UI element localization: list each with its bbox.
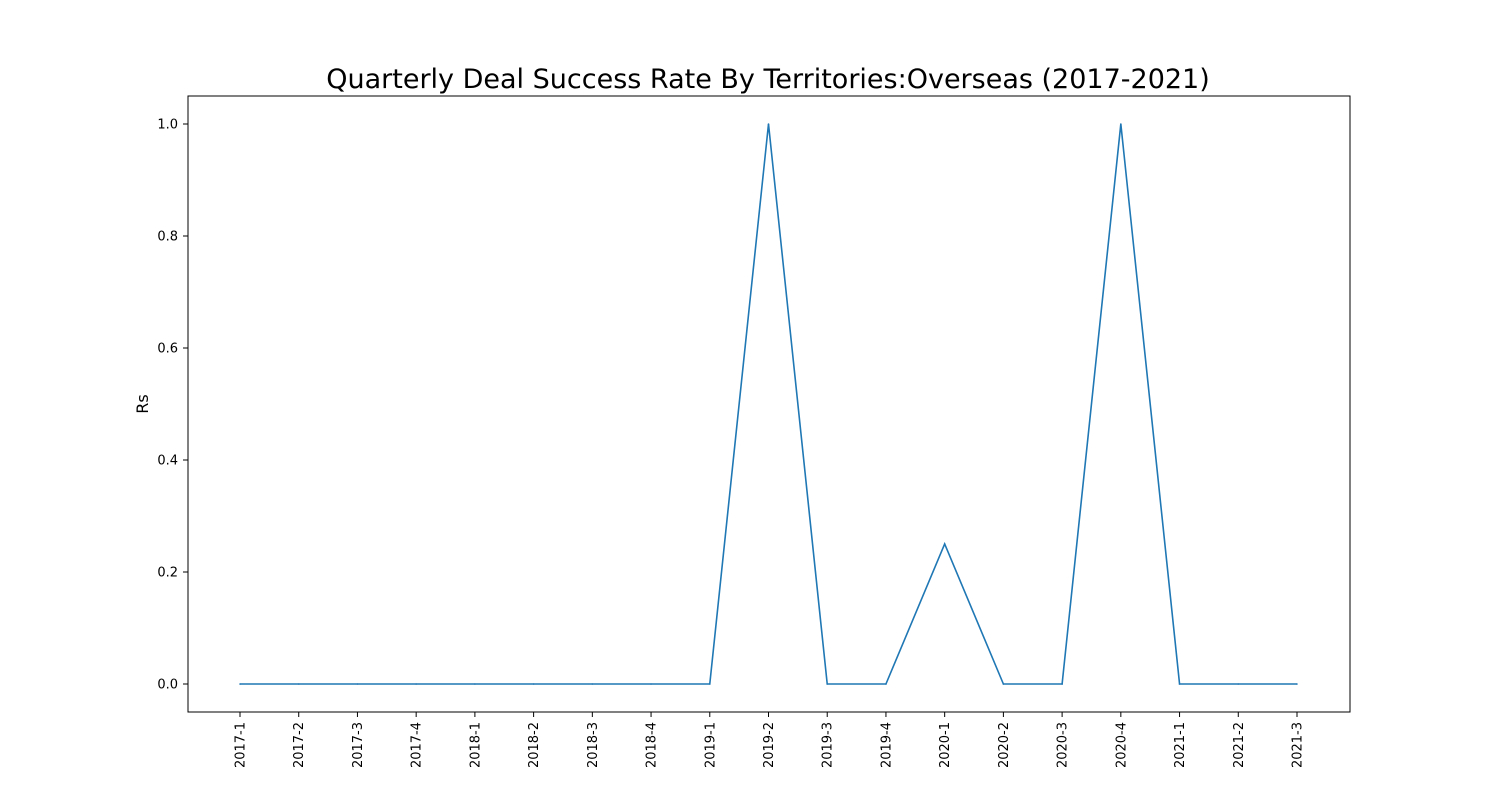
data-point: [1296, 683, 1298, 685]
chart-title: Quarterly Deal Success Rate By Territori…: [326, 64, 1210, 95]
y-tick-label: 0.0: [157, 678, 178, 693]
series-layer: [239, 123, 1298, 685]
data-point: [767, 123, 770, 125]
y-axis: 0.0 0.2 0.4 0.6 0.8 1.0: [157, 118, 188, 693]
y-tick-label: 0.4: [157, 454, 178, 469]
x-tick-label: 2021-2: [1232, 722, 1247, 768]
data-point: [885, 683, 887, 685]
x-tick-label: 2019-2: [762, 722, 777, 768]
x-tick-label: 2020-2: [997, 722, 1012, 768]
x-tick-label: 2017-1: [234, 722, 249, 768]
y-tick-label: 0.8: [157, 230, 178, 245]
x-tick-label: 2020-3: [1056, 722, 1071, 768]
data-point: [239, 683, 241, 685]
data-point: [297, 683, 300, 685]
y-tick-label: 0.6: [157, 342, 178, 357]
x-tick-label: 2018-3: [586, 722, 601, 768]
series-line: [240, 123, 1297, 685]
x-tick-label: 2019-4: [879, 722, 894, 768]
data-point: [415, 683, 417, 685]
data-point: [1061, 683, 1063, 685]
x-tick-label: 2019-3: [821, 722, 836, 768]
y-axis-label: Rs: [133, 394, 152, 413]
x-tick-label: 2019-1: [703, 722, 718, 768]
data-point: [474, 683, 476, 685]
data-point: [826, 683, 829, 685]
data-point: [1002, 683, 1005, 685]
data-point: [650, 683, 652, 685]
x-tick-label: 2017-2: [292, 722, 307, 768]
data-point: [708, 683, 711, 685]
data-point: [1178, 683, 1181, 685]
x-tick-label: 2020-1: [938, 722, 953, 768]
data-point: [1237, 683, 1240, 685]
x-tick-label: 2018-4: [645, 722, 660, 768]
y-tick-label: 0.2: [157, 566, 178, 581]
y-tick-label: 1.0: [157, 118, 178, 133]
x-tick-label: 2020-4: [1114, 722, 1129, 768]
data-point: [356, 683, 359, 685]
data-point: [591, 683, 594, 685]
x-tick-label: 2021-1: [1173, 722, 1188, 768]
x-tick-label: 2017-3: [351, 722, 366, 768]
x-tick-label: 2021-3: [1291, 722, 1306, 768]
data-point: [1120, 123, 1122, 125]
data-point: [943, 543, 946, 545]
x-axis: 2017-1 2017-2 2017-3 2017-4 2018-1 2018-2 2018…: [234, 712, 1306, 768]
x-tick-label: 2018-2: [527, 722, 542, 768]
plot-area-frame: [187, 95, 1351, 713]
data-point: [532, 683, 535, 685]
x-tick-label: 2017-4: [410, 722, 425, 768]
x-tick-label: 2018-1: [468, 722, 483, 768]
